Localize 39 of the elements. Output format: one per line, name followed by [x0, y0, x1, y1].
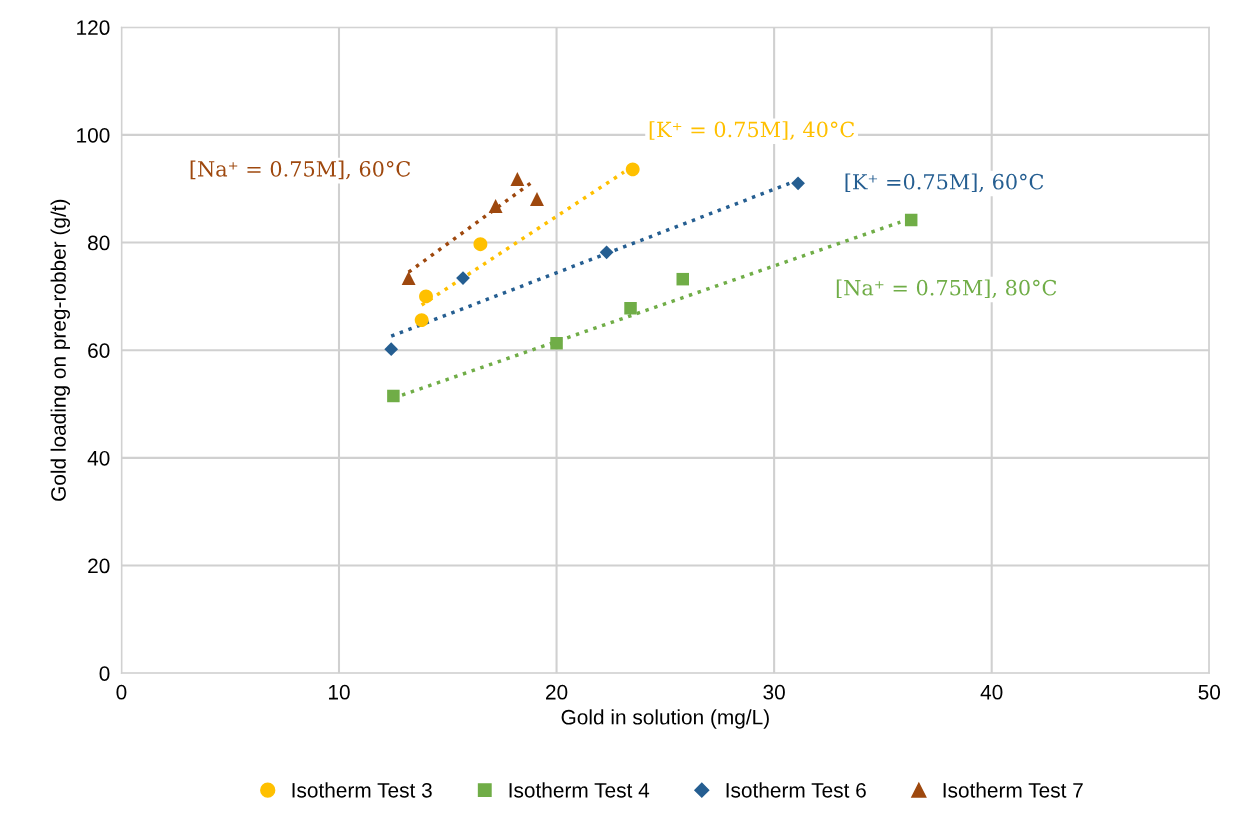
y-tick-label: 0: [99, 666, 110, 681]
y-tick-label: 40: [87, 450, 110, 466]
point: [401, 271, 416, 286]
y-tick-label: 80: [88, 235, 110, 251]
point: [419, 289, 433, 304]
legend-label: Isotherm Test 3: [292, 782, 432, 798]
legend-label: Isotherm Test 6: [726, 782, 866, 798]
x-tick-label: 0: [116, 684, 127, 700]
x-axis-title: Gold in solution (mg/L): [561, 709, 769, 729]
point: [550, 336, 563, 350]
y-tick-label: 20: [88, 558, 110, 574]
x-tick-label: 30: [763, 684, 785, 700]
x-tick-label: 20: [546, 684, 568, 700]
y-tick-label: 120: [77, 20, 110, 36]
y-axis-title: Gold loading on preg-robber (g/t): [50, 199, 70, 501]
annotation: [K⁺ =0.75M], 60°C: [845, 173, 1044, 193]
annotation: [K⁺ = 0.75M], 40°C: [649, 121, 855, 140]
point: [510, 172, 525, 186]
point: [530, 192, 544, 206]
point: [791, 176, 805, 191]
legend-label: Isotherm Test 4: [509, 782, 650, 798]
annotation: [Na⁺ = 0.75M], 60°C: [190, 160, 411, 180]
y-tick-label: 100: [77, 127, 110, 143]
point: [676, 272, 689, 286]
point: [387, 389, 400, 403]
x-tick-label: 50: [1198, 684, 1221, 700]
annotation: [Na⁺ = 0.75M], 80°C: [836, 279, 1057, 299]
x-tick-label: 40: [980, 684, 1003, 700]
point: [599, 245, 614, 260]
x-tick-label: 10: [328, 684, 350, 700]
point: [625, 162, 640, 177]
point: [384, 342, 399, 357]
y-tick-label: 60: [88, 343, 110, 358]
point: [414, 313, 429, 328]
point: [488, 199, 503, 213]
point: [904, 213, 918, 227]
legend-label: Isotherm Test 7: [943, 782, 1083, 798]
point: [473, 237, 488, 252]
point: [624, 301, 637, 315]
